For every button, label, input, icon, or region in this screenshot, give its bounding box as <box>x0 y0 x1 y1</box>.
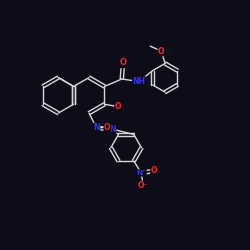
Text: O: O <box>158 46 164 56</box>
Text: O: O <box>120 58 126 68</box>
Text: N⁺: N⁺ <box>136 170 146 176</box>
Text: NH: NH <box>132 77 145 86</box>
Text: N: N <box>93 124 100 132</box>
Text: O⁻: O⁻ <box>138 181 148 190</box>
Text: O: O <box>151 166 157 175</box>
Text: O: O <box>104 122 110 132</box>
Text: N: N <box>109 125 116 134</box>
Text: O: O <box>115 102 121 111</box>
